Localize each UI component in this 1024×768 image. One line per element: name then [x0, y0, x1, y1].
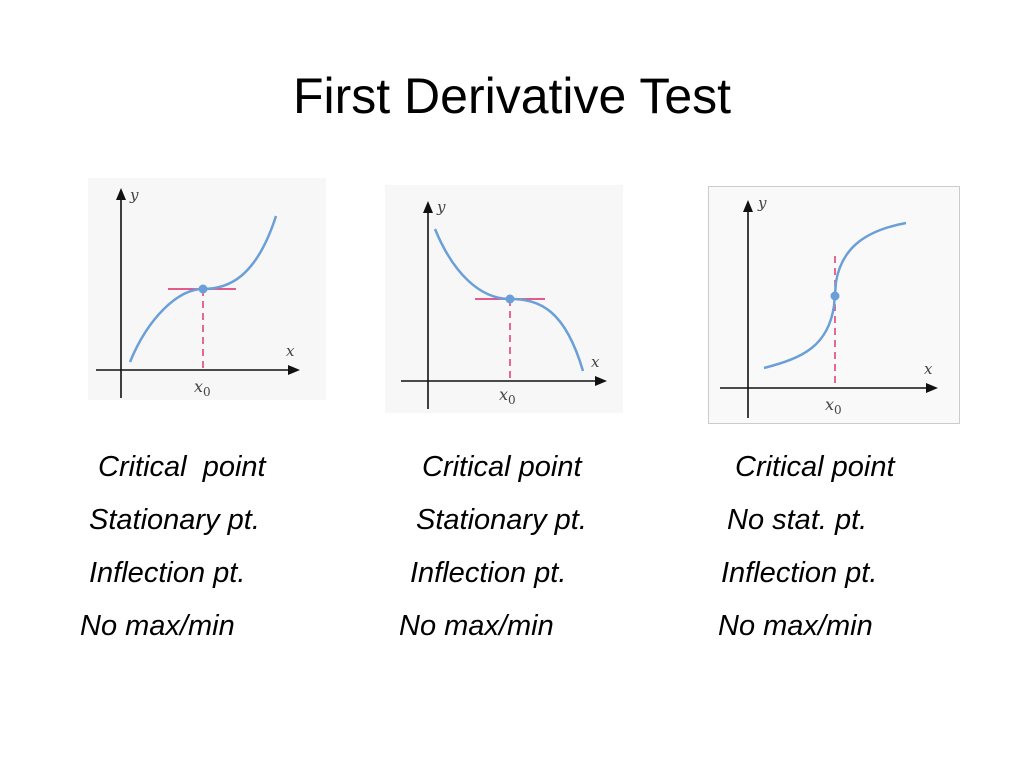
- caption-line: Inflection pt.: [410, 557, 567, 589]
- caption-line: No max/min: [399, 610, 554, 642]
- x0-label: x0: [825, 395, 842, 417]
- caption-3: Critical point No stat. pt. Inflection p…: [718, 441, 895, 653]
- y-axis-label: y: [757, 194, 767, 212]
- y-axis-label: y: [129, 186, 139, 204]
- x-axis-arrow-icon: [288, 365, 300, 375]
- caption-1: Critical point Stationary pt. Inflection…: [80, 441, 266, 653]
- caption-line: Inflection pt.: [721, 557, 878, 589]
- caption-line: Critical point: [422, 451, 582, 483]
- caption-line: No max/min: [80, 610, 235, 642]
- x-axis-arrow-icon: [595, 376, 607, 386]
- graph-2-svg: y x x0: [385, 185, 623, 413]
- caption-2: Critical point Stationary pt. Inflection…: [399, 441, 587, 653]
- y-axis-arrow-icon: [116, 188, 126, 200]
- x-axis-arrow-icon: [926, 383, 938, 393]
- y-axis-arrow-icon: [743, 200, 753, 212]
- graph-3-svg: y x x0: [708, 186, 960, 424]
- graph-3-background: [708, 186, 960, 424]
- x-axis-label: x: [591, 353, 600, 371]
- caption-line: No max/min: [718, 610, 873, 642]
- x0-label: x0: [194, 377, 211, 399]
- caption-line: Stationary pt.: [89, 504, 260, 536]
- critical-point-dot: [505, 294, 515, 304]
- caption-line: Critical point: [98, 451, 266, 483]
- page-title: First Derivative Test: [292, 68, 732, 124]
- x-axis-label: x: [286, 342, 295, 360]
- caption-line: Critical point: [735, 451, 895, 483]
- graph-1-svg: y x x0: [88, 178, 326, 400]
- x0-label: x0: [499, 385, 516, 407]
- y-axis-arrow-icon: [423, 201, 433, 213]
- critical-point-dot: [198, 284, 208, 294]
- graph-panel-1: y x x0: [88, 178, 326, 400]
- caption-line: Inflection pt.: [89, 557, 246, 589]
- critical-point-dot: [830, 291, 840, 301]
- graph-panel-2: y x x0: [385, 185, 623, 413]
- y-axis-label: y: [436, 198, 446, 216]
- caption-line: Stationary pt.: [416, 504, 587, 536]
- caption-line: No stat. pt.: [727, 504, 868, 536]
- x-axis-label: x: [924, 360, 933, 378]
- graph-panel-3: y x x0: [708, 186, 960, 424]
